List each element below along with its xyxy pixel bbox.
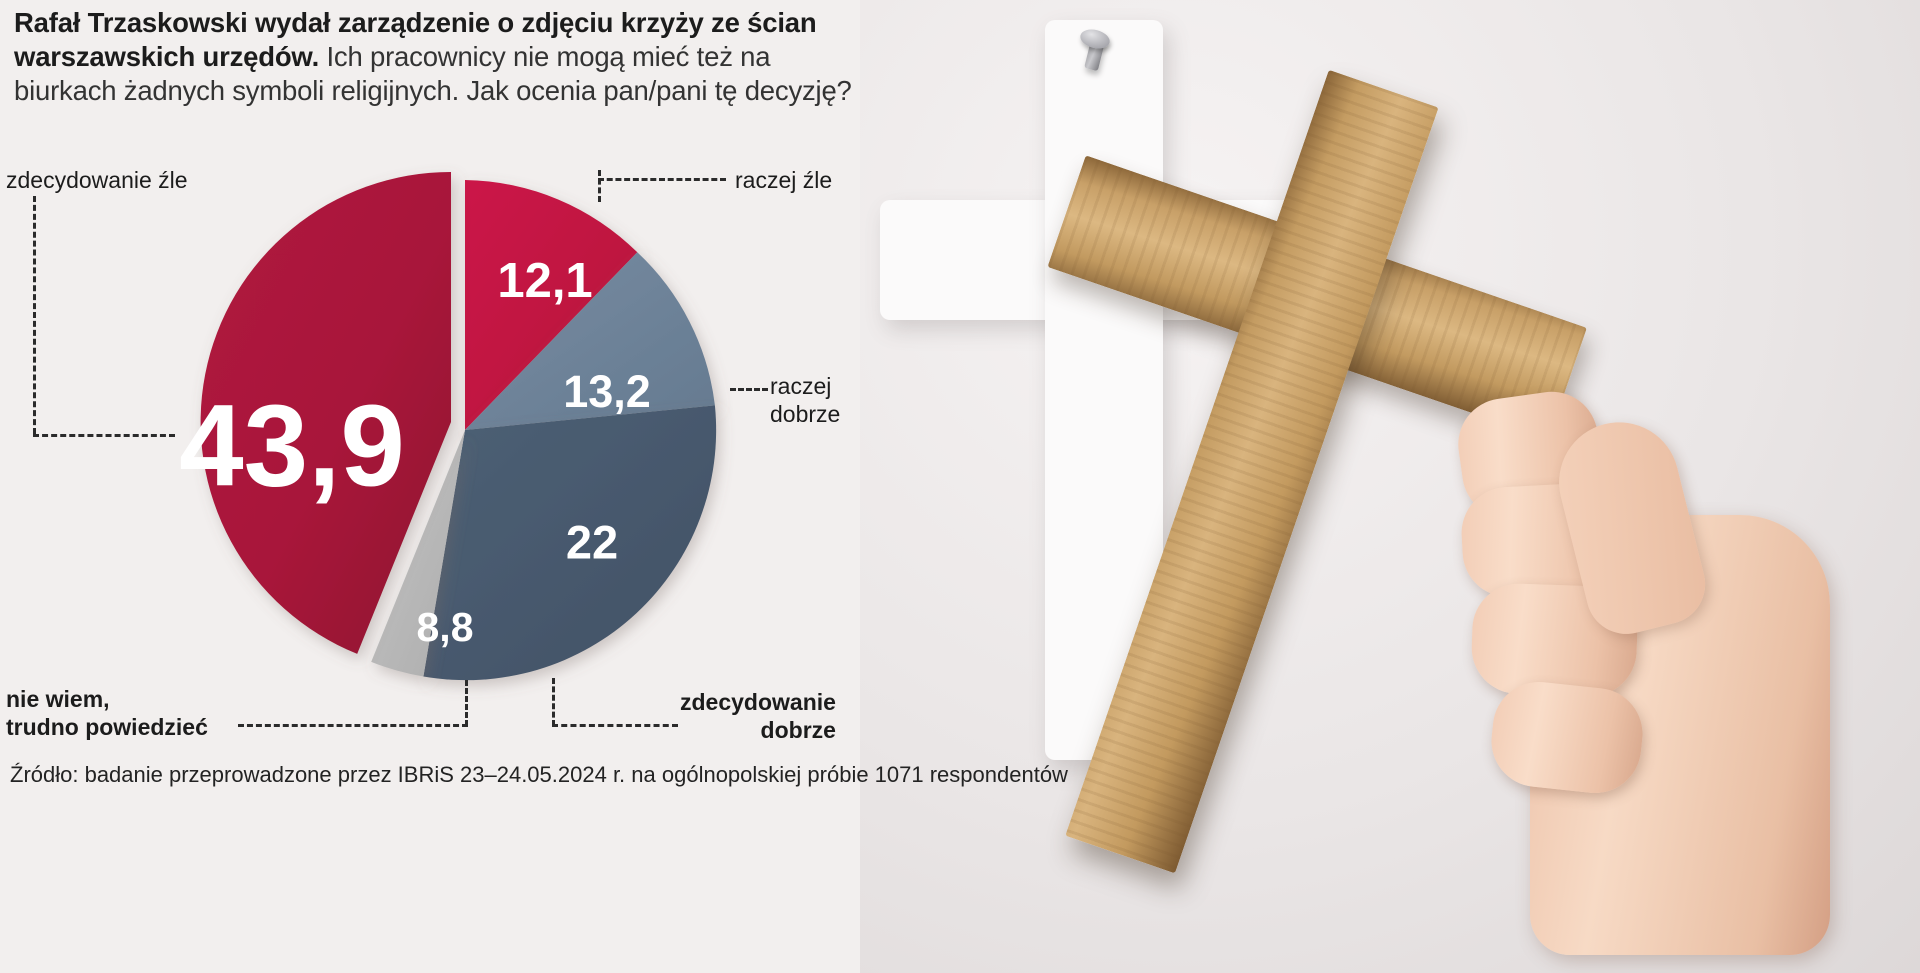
pie-chart-svg: 43,9 12,1 13,2 22 8,8 bbox=[179, 171, 717, 681]
leader-line-zdecydowanie-dobrze-vertical bbox=[552, 678, 555, 726]
label-zdecydowanie-dobrze: zdecydowanie dobrze bbox=[680, 688, 836, 744]
slice-nie-wiem bbox=[371, 430, 465, 677]
leader-line-zdecydowanie-zle-vertical bbox=[33, 196, 36, 434]
label-nie-wiem: nie wiem, trudno powiedzieć bbox=[6, 685, 208, 741]
page-title: Rafał Trzaskowski wydał zarządzenie o zd… bbox=[14, 6, 854, 108]
label-zdecydowanie-dobrze-line2: dobrze bbox=[760, 717, 836, 743]
label-nie-wiem-line1: nie wiem, bbox=[6, 686, 110, 712]
leader-line-raczej-dobrze bbox=[730, 388, 768, 391]
label-nie-wiem-line2: trudno powiedzieć bbox=[6, 714, 208, 740]
leader-line-zdecydowanie-dobrze-horizontal bbox=[552, 724, 678, 727]
slice-zdecydowanie-dobrze bbox=[423, 405, 717, 681]
leader-line-raczej-zle-vertical bbox=[598, 170, 601, 202]
slice-zdecydowanie-zle bbox=[200, 171, 451, 654]
value-zdecydowanie-dobrze: 22 bbox=[566, 515, 618, 568]
photo-panel bbox=[860, 0, 1920, 973]
label-raczej-dobrze: raczej dobrze bbox=[770, 372, 840, 428]
value-nie-wiem: 8,8 bbox=[417, 604, 474, 650]
leader-line-nie-wiem-horizontal bbox=[238, 724, 468, 727]
slice-raczej-zle bbox=[465, 180, 638, 430]
leader-line-raczej-zle-horizontal bbox=[598, 178, 726, 181]
label-raczej-zle: raczej źle bbox=[735, 167, 833, 193]
footer-divider bbox=[0, 752, 860, 753]
hand-holding-cross bbox=[1420, 385, 1840, 973]
label-raczej-dobrze-line1: raczej bbox=[770, 373, 832, 399]
headline-lead: Rafał Trzaskowski wydał zarządzenie o zd… bbox=[14, 7, 817, 72]
leader-line-zdecydowanie-zle-horizontal bbox=[33, 434, 175, 437]
value-raczej-dobrze: 13,2 bbox=[563, 366, 651, 417]
slice-raczej-dobrze bbox=[465, 252, 715, 430]
label-zdecydowanie-zle: zdecydowanie źle bbox=[6, 167, 188, 193]
pie-chart: 43,9 12,1 13,2 22 8,8 zdecydowanie źle r… bbox=[0, 140, 880, 760]
label-raczej-dobrze-line2: dobrze bbox=[770, 401, 841, 427]
value-zdecydowanie-zle: 43,9 bbox=[179, 381, 405, 511]
label-zdecydowanie-dobrze-line1: zdecydowanie bbox=[680, 689, 836, 715]
headline-rest: Ich pracownicy nie mogą mieć też na biur… bbox=[14, 41, 852, 106]
finger-little bbox=[1486, 677, 1648, 798]
value-raczej-zle: 12,1 bbox=[497, 254, 592, 308]
source-note: Źródło: badanie przeprowadzone przez IBR… bbox=[10, 762, 1068, 787]
leader-line-nie-wiem-vertical bbox=[465, 680, 468, 726]
